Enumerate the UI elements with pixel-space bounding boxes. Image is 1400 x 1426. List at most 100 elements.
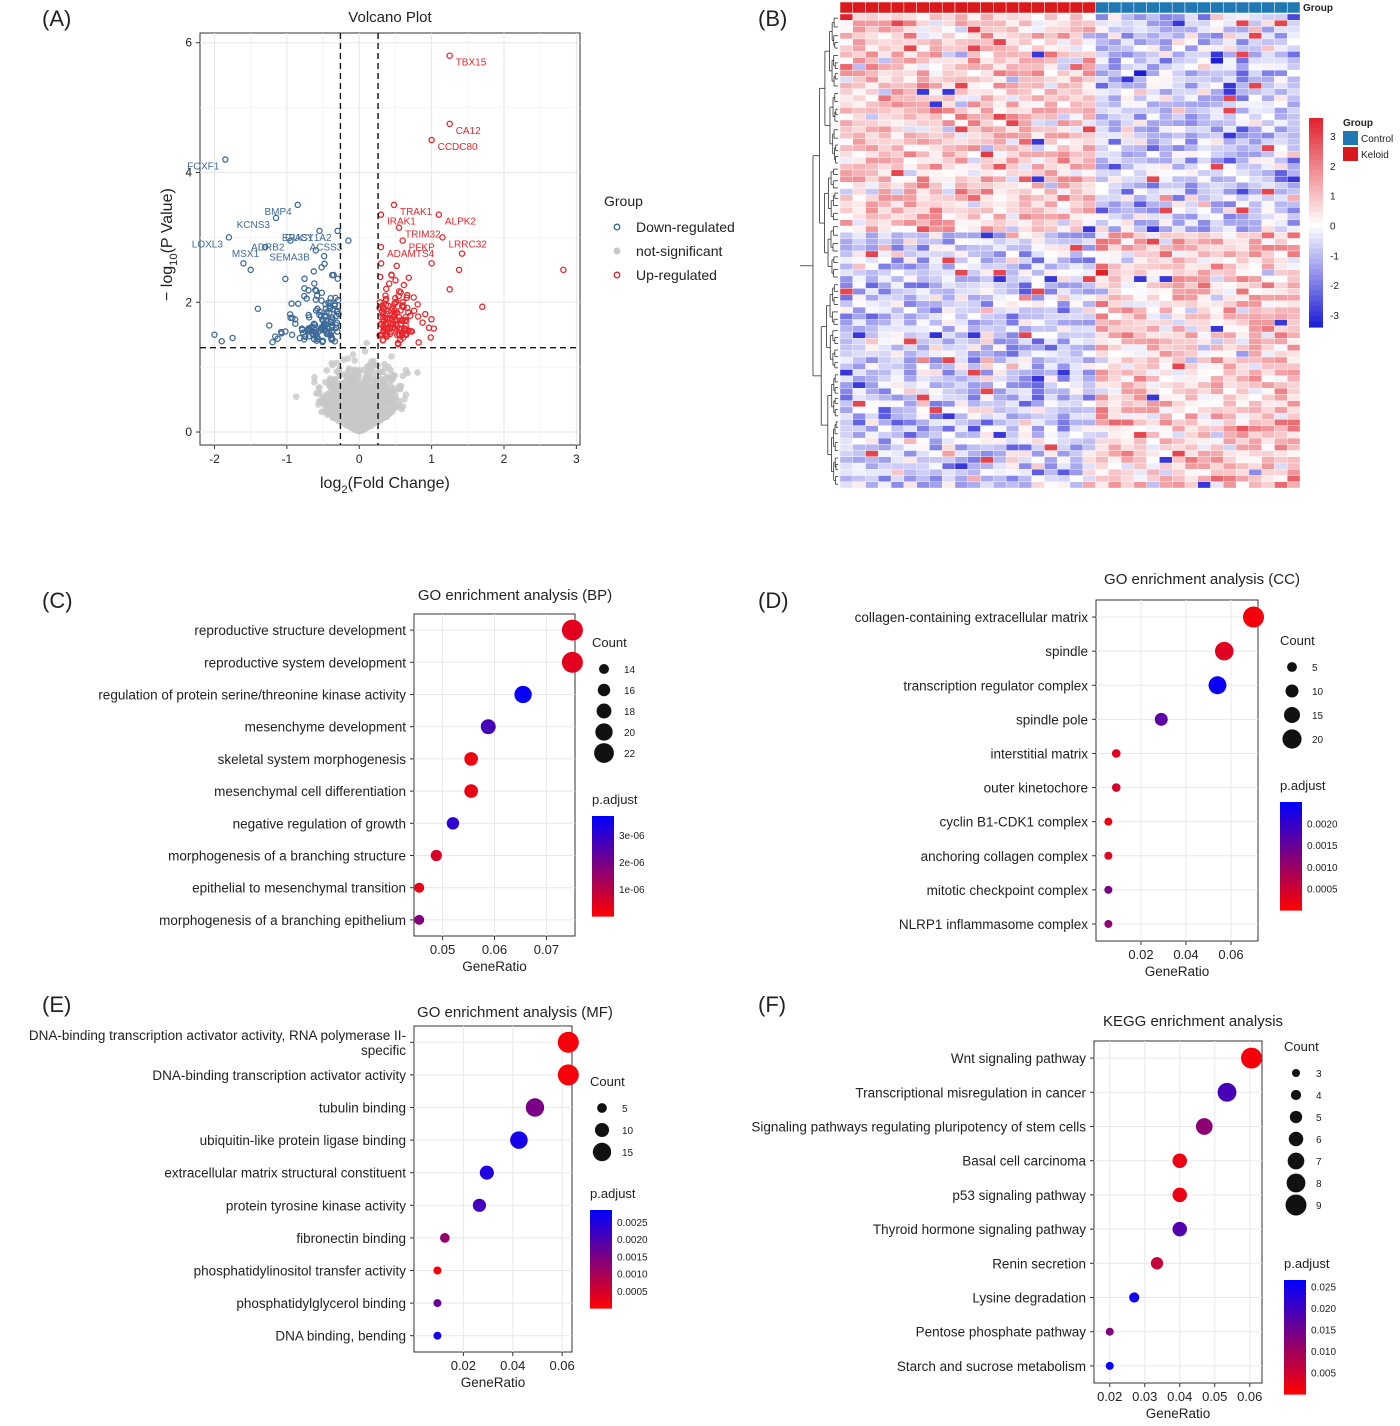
heatmap-cell — [1274, 113, 1288, 121]
gene-label: MSX1 — [232, 249, 260, 260]
gene-label: ADAMTS4 — [387, 249, 435, 260]
heatmap-cell — [1108, 462, 1122, 470]
heatmap-cell — [1108, 282, 1122, 289]
heatmap-cell — [1133, 225, 1147, 233]
heatmap-cell — [967, 82, 981, 90]
heatmap-cell — [1159, 38, 1173, 46]
heatmap-cell — [1223, 157, 1237, 164]
heatmap-cell — [1031, 419, 1045, 426]
heatmap-cell — [1197, 331, 1211, 339]
heatmap-cell — [839, 132, 853, 139]
heatmap-cell — [839, 282, 853, 289]
heatmap-cell — [954, 400, 968, 408]
up-regulated-point — [385, 280, 393, 287]
heatmap-cell — [929, 294, 943, 302]
heatmap-cell — [903, 26, 917, 33]
heatmap-cell — [865, 437, 879, 445]
not-significant-point — [311, 378, 318, 386]
heatmap-cell — [1235, 113, 1250, 121]
heatmap-cell — [1287, 101, 1301, 108]
heatmap-cell — [1108, 82, 1122, 90]
heatmap-cell — [1248, 107, 1262, 114]
heatmap-cell — [1133, 319, 1147, 327]
category-label: morphogenesis of a branching structure — [168, 849, 406, 864]
heatmap-cell — [1044, 325, 1058, 333]
heatmap-cell — [1069, 157, 1083, 164]
heatmap-cell — [839, 269, 853, 277]
heatmap-cell — [1172, 175, 1186, 183]
heatmap-cell — [967, 20, 981, 27]
heatmap-cell — [1235, 338, 1250, 345]
colorbar-segment — [1309, 191, 1323, 197]
heatmap-cell — [1235, 444, 1250, 451]
heatmap-cell — [1133, 325, 1147, 333]
heatmap-cell — [1261, 26, 1275, 33]
heatmap-cell — [1057, 344, 1071, 351]
heatmap-cell — [903, 331, 917, 339]
heatmap-cell — [1146, 369, 1160, 376]
heatmap-cell — [865, 57, 879, 65]
heatmap-cell — [1018, 388, 1032, 395]
heatmap-cell — [1172, 207, 1186, 214]
heatmap-cell — [1261, 263, 1275, 270]
heatmap-cell — [1248, 207, 1262, 214]
heatmap-cell — [1210, 481, 1224, 489]
heatmap-cell — [1197, 126, 1211, 133]
down-regulated-point — [321, 312, 329, 319]
heatmap-cell — [993, 356, 1007, 364]
heatmap-cell — [1274, 350, 1288, 358]
heatmap-cell — [916, 325, 930, 333]
heatmap-cell — [1235, 481, 1250, 489]
down-regulated-point — [318, 324, 325, 331]
heatmap-cell — [839, 38, 853, 46]
labeled-gene-point — [446, 120, 453, 128]
heatmap-cell — [1133, 182, 1147, 189]
heatmap-cell — [916, 412, 930, 420]
heatmap-cell — [1184, 26, 1198, 33]
heatmap-cell — [1095, 375, 1109, 383]
heatmap-cell — [1287, 32, 1301, 40]
heatmap-cell — [942, 76, 956, 83]
heatmap-cell — [1261, 207, 1275, 214]
heatmap-cell — [954, 338, 968, 345]
heatmap-cell — [1018, 263, 1032, 270]
heatmap-cell — [1248, 250, 1262, 258]
heatmap-cell — [954, 462, 968, 470]
heatmap-cell — [852, 51, 866, 58]
heatmap-cell — [1005, 169, 1020, 177]
heatmap-cell — [1146, 412, 1160, 420]
heatmap-cell — [1057, 306, 1071, 314]
heatmap-cell — [967, 151, 981, 158]
heatmap-cell — [852, 356, 866, 364]
colorbar-segment — [592, 889, 614, 894]
heatmap-cell — [993, 157, 1007, 164]
heatmap-cell — [1197, 356, 1211, 364]
heatmap-cell — [1005, 151, 1020, 158]
heatmap-cell — [1044, 450, 1058, 457]
heatmap-cell — [890, 344, 905, 351]
heatmap-cell — [967, 394, 981, 401]
heatmap-cell — [1069, 76, 1083, 83]
heatmap-cell — [1287, 338, 1301, 345]
heatmap-cell — [1069, 63, 1083, 71]
heatmap-cell — [1082, 356, 1096, 364]
group-annotation-cell — [929, 1, 943, 14]
heatmap-cell — [1223, 45, 1237, 52]
heatmap-cell — [1082, 394, 1096, 401]
heatmap-cell — [916, 288, 930, 295]
heatmap-cell — [1057, 132, 1071, 139]
heatmap-cell — [1031, 257, 1045, 264]
heatmap-cell — [1172, 38, 1186, 46]
heatmap-cell — [1005, 288, 1020, 295]
colorbar-tick-label: 2 — [1330, 162, 1336, 173]
heatmap-cell — [980, 269, 994, 277]
heatmap-cell — [1210, 151, 1224, 158]
heatmap-cell — [865, 356, 879, 364]
heatmap-cell — [1069, 144, 1083, 152]
heatmap-cell — [903, 119, 917, 127]
heatmap-cell — [1172, 157, 1186, 164]
heatmap-cell — [993, 207, 1007, 214]
heatmap-cell — [852, 257, 866, 264]
heatmap-cell — [852, 13, 866, 21]
heatmap-cell — [1159, 13, 1173, 21]
